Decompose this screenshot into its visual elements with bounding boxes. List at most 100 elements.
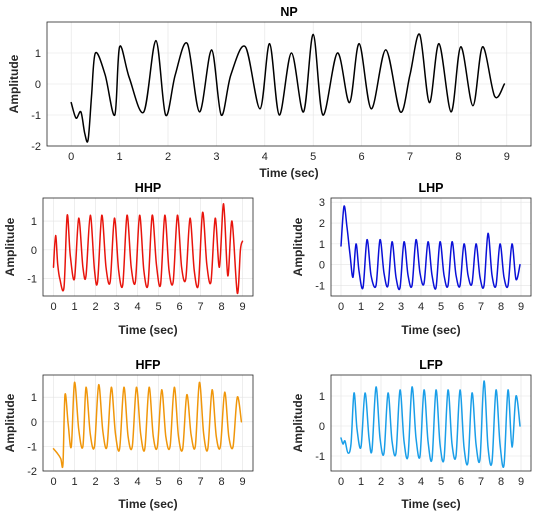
x-tick-label: 5 <box>438 476 444 488</box>
x-tick-label: 3 <box>398 301 404 313</box>
chart-panel-lfp: 0 1 2 3 4 5 6 7 8 9 -1 0 1 LFP Time (sec) Amplitude <box>291 358 532 511</box>
x-axis-label: Time (sec) <box>259 166 318 180</box>
signal-line-np-0 <box>70 33 506 143</box>
x-tick-label: 2 <box>378 476 384 488</box>
y-tick-label: 0 <box>319 260 325 272</box>
y-tick-label: -2 <box>27 466 37 478</box>
x-tick-label: 3 <box>398 476 404 488</box>
x-tick-label: 0 <box>68 151 74 163</box>
x-tick-label: 4 <box>134 476 140 488</box>
x-tick-label: 6 <box>176 476 182 488</box>
y-tick-label: 1 <box>31 392 37 404</box>
y-axis-label: Amplitude <box>3 217 17 276</box>
x-tick-label: 4 <box>418 301 424 313</box>
x-tick-label: 7 <box>407 151 413 163</box>
x-tick-label: 8 <box>498 301 504 313</box>
signal-line-hhp-0 <box>52 203 244 294</box>
chart-title: NP <box>280 5 297 19</box>
x-tick-label: 6 <box>458 301 464 313</box>
x-tick-label: 2 <box>92 476 98 488</box>
x-tick-label: 5 <box>155 301 161 313</box>
chart-panel-np: 0 1 2 3 4 5 6 7 8 9 -2 -1 0 1 NP Time (sec) Amplitude <box>7 5 532 180</box>
y-axis-label: Amplitude <box>291 393 305 452</box>
y-tick-label: 1 <box>319 239 325 251</box>
plot-area <box>42 374 254 472</box>
plot-area <box>330 374 532 472</box>
y-tick-label: 3 <box>319 197 325 209</box>
x-tick-label: 1 <box>71 301 77 313</box>
x-tick-label: 1 <box>117 151 123 163</box>
y-tick-label: 0 <box>31 245 37 257</box>
x-tick-label: 2 <box>92 301 98 313</box>
chart-title: LFP <box>419 358 443 372</box>
x-tick-label: 5 <box>310 151 316 163</box>
chart-title: LHP <box>419 181 444 195</box>
x-tick-label: 8 <box>218 476 224 488</box>
x-axis-label: Time (sec) <box>118 497 177 511</box>
x-tick-label: 3 <box>113 301 119 313</box>
y-tick-label: -1 <box>27 441 37 453</box>
x-tick-label: 8 <box>218 301 224 313</box>
plot-area <box>330 197 532 297</box>
x-tick-label: 3 <box>113 476 119 488</box>
x-tick-label: 9 <box>504 151 510 163</box>
chart-title: HFP <box>136 358 161 372</box>
x-tick-label: 0 <box>338 301 344 313</box>
y-tick-label: -2 <box>31 141 41 153</box>
x-tick-label: 4 <box>418 476 424 488</box>
x-tick-label: 4 <box>134 301 140 313</box>
x-tick-label: 1 <box>358 301 364 313</box>
chart-title: HHP <box>135 181 161 195</box>
x-tick-label: 6 <box>458 476 464 488</box>
chart-panel-lhp: 0 1 2 3 4 5 6 7 8 9 -1 0 1 2 3 LHP Time (sec) Amplitude <box>291 181 532 337</box>
x-tick-label: 0 <box>50 476 56 488</box>
x-axis-label: Time (sec) <box>401 323 460 337</box>
x-tick-label: 6 <box>359 151 365 163</box>
y-tick-label: -1 <box>27 274 37 286</box>
y-tick-label: 2 <box>319 218 325 230</box>
x-tick-label: 9 <box>518 301 524 313</box>
y-axis-label: Amplitude <box>3 393 17 452</box>
signal-line-lhp-0 <box>340 205 521 291</box>
x-tick-label: 1 <box>71 476 77 488</box>
x-tick-label: 5 <box>438 301 444 313</box>
y-tick-label: 1 <box>35 48 41 60</box>
x-tick-label: 8 <box>455 151 461 163</box>
x-tick-label: 2 <box>378 301 384 313</box>
x-tick-label: 1 <box>358 476 364 488</box>
x-tick-label: 4 <box>262 151 268 163</box>
x-tick-label: 9 <box>239 476 245 488</box>
x-tick-label: 5 <box>155 476 161 488</box>
plot-area <box>42 197 254 297</box>
x-tick-label: 3 <box>213 151 219 163</box>
x-tick-label: 7 <box>197 476 203 488</box>
y-axis-label: Amplitude <box>7 54 21 113</box>
x-tick-label: 7 <box>478 301 484 313</box>
y-tick-label: 0 <box>35 79 41 91</box>
chart-panel-hhp: 0 1 2 3 4 5 6 7 8 9 -1 0 1 HHP Time (sec) Amplitude <box>3 181 254 337</box>
x-tick-label: 9 <box>239 301 245 313</box>
y-tick-label: 0 <box>31 417 37 429</box>
y-axis-label: Amplitude <box>291 217 305 276</box>
y-tick-label: 0 <box>319 421 325 433</box>
x-axis-label: Time (sec) <box>401 497 460 511</box>
plot-area <box>46 21 532 147</box>
y-tick-label: 1 <box>31 216 37 228</box>
x-tick-label: 6 <box>176 301 182 313</box>
x-tick-label: 0 <box>50 301 56 313</box>
x-tick-label: 0 <box>338 476 344 488</box>
y-tick-label: -1 <box>315 281 325 293</box>
chart-panel-hfp: 0 1 2 3 4 5 6 7 8 9 -2 -1 0 1 HFP Time (sec) Amplitude <box>3 358 254 511</box>
y-tick-label: 1 <box>319 391 325 403</box>
y-tick-label: -1 <box>315 451 325 463</box>
x-tick-label: 7 <box>197 301 203 313</box>
x-tick-label: 7 <box>478 476 484 488</box>
y-tick-label: -1 <box>31 110 41 122</box>
x-tick-label: 8 <box>498 476 504 488</box>
signal-line-lfp-0 <box>340 380 521 468</box>
x-tick-label: 2 <box>165 151 171 163</box>
x-axis-label: Time (sec) <box>118 323 177 337</box>
x-tick-label: 9 <box>518 476 524 488</box>
signal-line-hfp-0 <box>52 381 243 469</box>
